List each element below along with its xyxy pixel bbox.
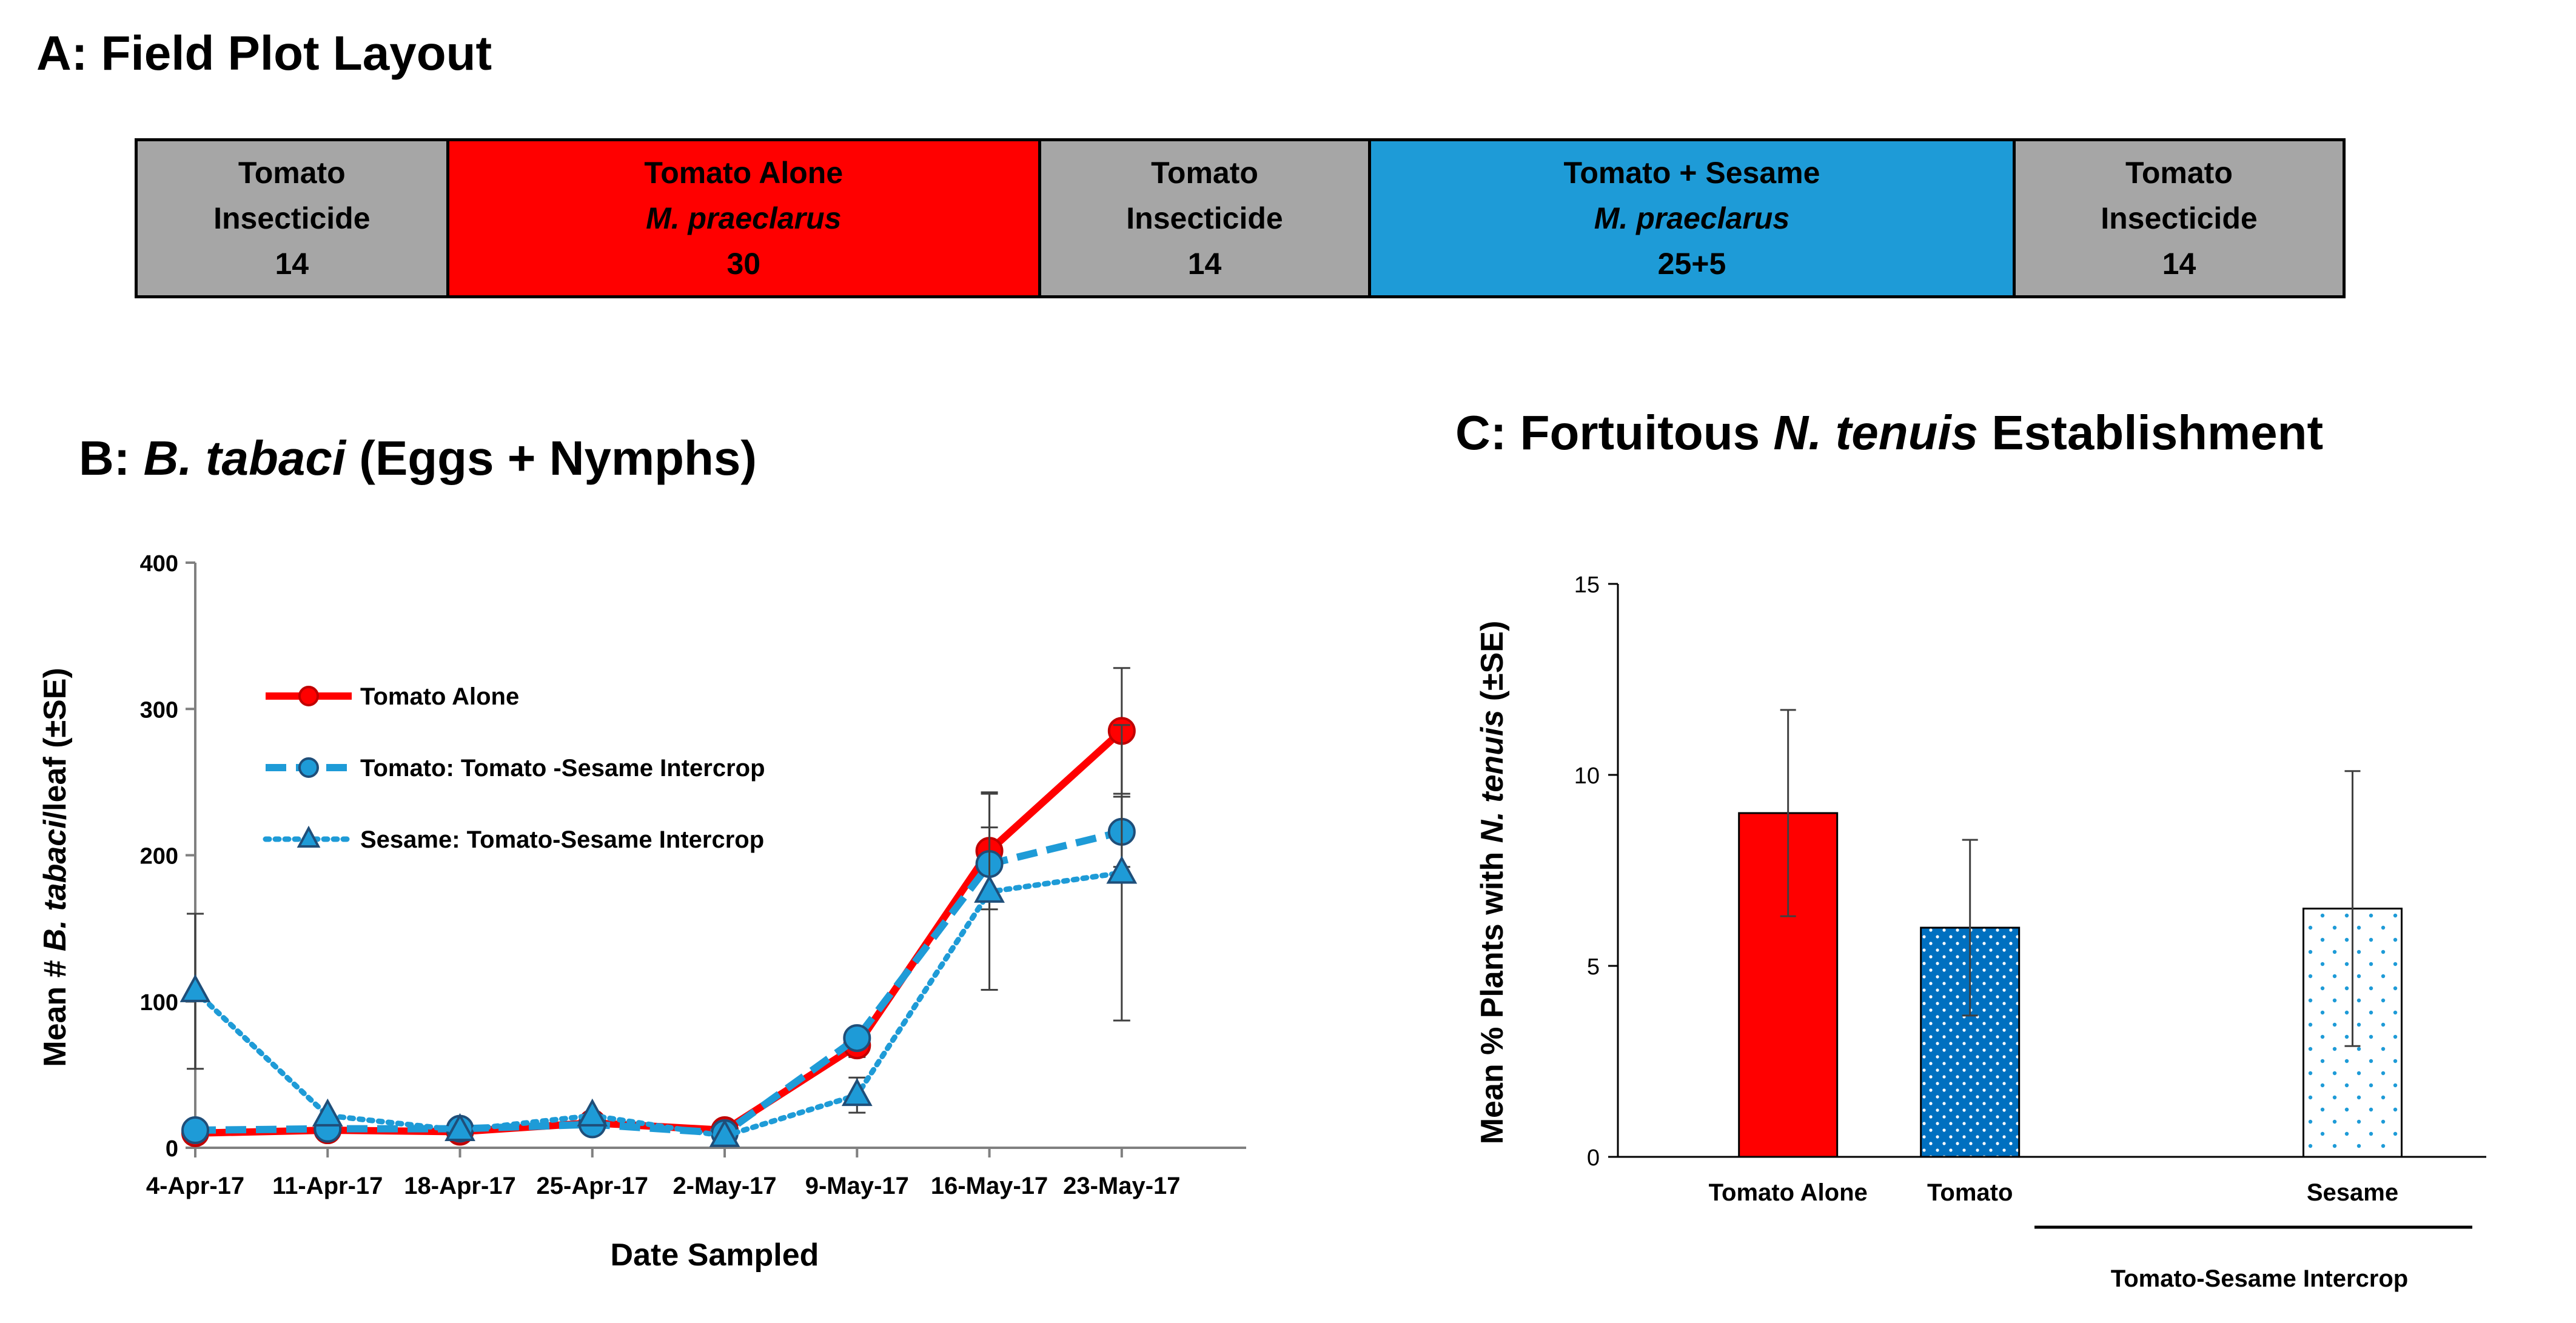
panel-b-title: B: B. tabaci (Eggs + Nymphs)	[79, 430, 757, 486]
plot-count: 25+5	[1657, 246, 1726, 281]
y-tick-label: 15	[1574, 572, 1600, 598]
panel-b-title-suffix: (Eggs + Nymphs)	[346, 431, 757, 485]
data-point	[577, 1098, 608, 1127]
y-tick-label: 0	[1587, 1145, 1600, 1171]
plot-count: 30	[726, 246, 761, 281]
y-axis-title-species: N. tenuis	[1475, 710, 1510, 843]
y-tick-label: 0	[166, 1136, 178, 1162]
plot-box: Tomato Alone M. praeclarus 30	[449, 141, 1041, 295]
legend-entry: Tomato: Tomato -Sesame Intercrop	[266, 755, 765, 782]
plot-box: Tomato + Sesame M. praeclarus 25+5	[1371, 141, 2016, 295]
series-line	[195, 728, 1124, 1137]
data-point	[1106, 856, 1138, 884]
plot-crop: Tomato	[2125, 155, 2233, 190]
legend-label: Sesame: Tomato-Sesame Intercrop	[360, 826, 764, 853]
series-group	[179, 724, 1138, 1147]
series-line	[195, 828, 1123, 1137]
x-tick-label: 9-May-17	[805, 1173, 909, 1199]
plot-crop: Tomato	[1151, 155, 1258, 190]
legend-entry: Tomato Alone	[266, 683, 519, 710]
y-tick-label: 5	[1587, 954, 1600, 980]
y-axis-title-prefix: Mean % Plants with	[1475, 843, 1510, 1144]
y-axis-title: Mean # B. tabaci/leaf (±SE)	[38, 668, 73, 1067]
data-point	[179, 974, 211, 1002]
legend-marker	[298, 757, 319, 778]
legend-label: Tomato: Tomato -Sesame Intercrop	[360, 755, 765, 782]
series-line	[192, 869, 1125, 1139]
data-point	[444, 1113, 475, 1142]
plot-box: Tomato Insecticide 14	[2015, 141, 2343, 295]
panel-b-title-species: B. tabaci	[143, 431, 346, 485]
x-tick-label: 2-May-17	[673, 1173, 776, 1199]
plot-treatment: Insecticide	[213, 201, 371, 235]
legend-marker	[297, 825, 321, 848]
data-point	[312, 1098, 343, 1127]
plot-box: Tomato Insecticide 14	[1041, 141, 1372, 295]
data-point	[709, 1119, 740, 1147]
y-tick-label: 200	[140, 844, 178, 869]
x-tick-label: 11-Apr-17	[272, 1173, 383, 1199]
x-axis-title: Date Sampled	[611, 1238, 819, 1273]
group-label: Tomato-Sesame Intercrop	[2111, 1265, 2409, 1292]
plot-crop: Tomato + Sesame	[1563, 155, 1820, 190]
plot-crop: Tomato Alone	[644, 155, 844, 190]
x-tick-label: 18-Apr-17	[404, 1173, 516, 1199]
data-point	[841, 1077, 873, 1107]
x-tick-label: 25-Apr-17	[537, 1173, 649, 1199]
field-plot-layout: Tomato Insecticide 14 Tomato Alone M. praecl…	[135, 138, 2346, 298]
plot-treatment: Insecticide	[2101, 201, 2258, 235]
line-chart: 0 100 200 300 400 4-Apr-17 11-Apr-17 18-Apr-17 2…	[38, 551, 1246, 1273]
data-point	[974, 874, 1005, 903]
bar-chart: 0 5 10 15 Tomato Alone Tomato Sesame Tomato-Ses…	[1475, 572, 2486, 1292]
plot-box: Tomato Insecticide 14	[138, 141, 449, 295]
plot-treatment: M. praeclarus	[1594, 201, 1790, 235]
y-axis-title-species: B. tabaci	[38, 819, 73, 951]
plot-count: 14	[1187, 246, 1222, 281]
panel-c-title: C: Fortuitous N. tenuis Establishment	[1455, 405, 2323, 461]
legend-label: Tomato Alone	[360, 683, 519, 710]
x-tick-label: 23-May-17	[1063, 1173, 1180, 1199]
data-point	[181, 1116, 209, 1145]
y-tick-label: 400	[140, 551, 178, 577]
x-tick-label: Sesame	[2307, 1179, 2398, 1206]
y-axis-title-suffix: /leaf (±SE)	[38, 668, 73, 820]
plot-treatment: M. praeclarus	[646, 201, 842, 235]
panel-c-title-suffix: Establishment	[1978, 406, 2324, 460]
panel-a-title: A: Field Plot Layout	[36, 26, 492, 80]
legend-marker	[298, 686, 319, 706]
y-axis-title: Mean % Plants with N. tenuis (±SE)	[1475, 621, 1510, 1145]
panel-b-title-prefix: B:	[79, 431, 144, 485]
y-axis-title-prefix: Mean #	[38, 951, 73, 1067]
legend-entry: Sesame: Tomato-Sesame Intercrop	[263, 825, 764, 853]
plot-crop: Tomato	[238, 155, 346, 190]
y-tick-label: 10	[1574, 763, 1600, 789]
y-tick-label: 300	[140, 697, 178, 723]
panel-c-title-prefix: C: Fortuitous	[1455, 406, 1774, 460]
y-axis-title-suffix: (±SE)	[1475, 621, 1510, 710]
panel-c-title-species: N. tenuis	[1773, 406, 1979, 460]
plot-count: 14	[275, 246, 309, 281]
plot-treatment: Insecticide	[1126, 201, 1283, 235]
series-group	[181, 667, 1136, 1147]
data-point	[843, 1024, 871, 1053]
x-tick-label: 16-May-17	[931, 1173, 1048, 1199]
plot-count: 14	[2162, 246, 2196, 281]
y-tick-label: 100	[140, 990, 178, 1016]
x-tick-label: Tomato Alone	[1709, 1179, 1868, 1206]
x-tick-label: 4-Apr-17	[146, 1173, 244, 1199]
x-tick-label: Tomato	[1927, 1179, 2013, 1206]
